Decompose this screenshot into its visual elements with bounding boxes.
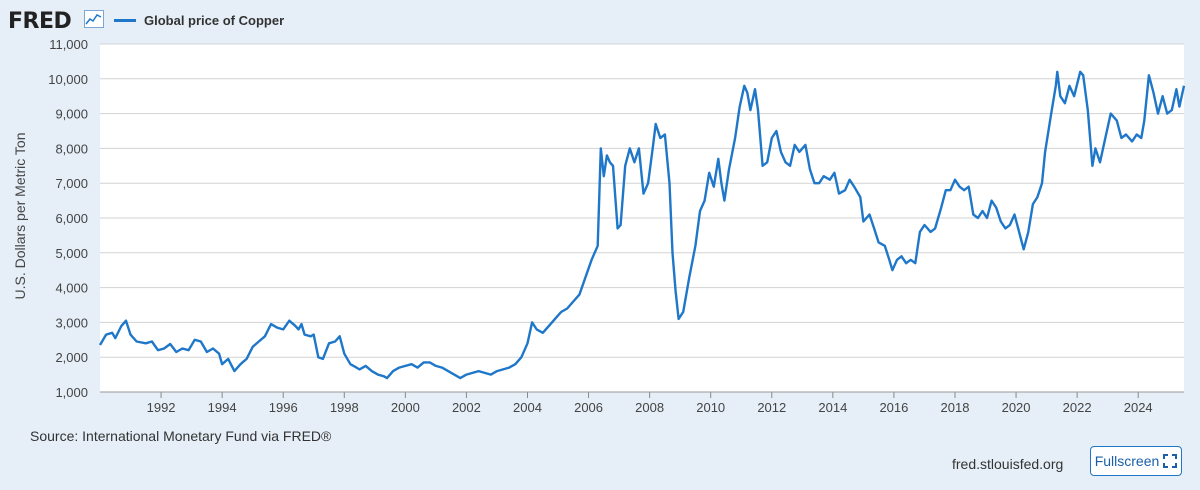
legend-swatch [114,19,136,22]
site-link[interactable]: fred.stlouisfed.org [952,456,1064,472]
chart-canvas: 1,000 2,000 3,000 4,000 5,000 6,000 7,000 8,000… [48,37,1186,415]
x-tick-label: 2004 [513,400,542,415]
y-tick-label: 1,000 [55,385,88,400]
y-axis-label: U.S. Dollars per Metric Ton [12,132,28,300]
trend-graph-icon [84,10,104,28]
y-tick-label: 6,000 [55,211,88,226]
y-tick-label: 8,000 [55,141,88,156]
x-tick-label: 1994 [208,400,237,415]
y-tick-label: 2,000 [55,350,88,365]
x-tick-label: 2014 [818,400,847,415]
x-tick-label: 2018 [941,400,970,415]
x-tick-label: 2010 [696,400,725,415]
y-axis-ticks: 1,000 2,000 3,000 4,000 5,000 6,000 7,000 8,000… [48,37,88,400]
series-line-copper[interactable] [98,70,1186,380]
x-tick-label: 2006 [574,400,603,415]
y-tick-label: 4,000 [55,281,88,296]
fullscreen-label: Fullscreen [1094,453,1160,469]
source-note: Source: International Monetary Fund via … [30,428,332,444]
x-tick-label: 2008 [635,400,664,415]
x-tick-label: 2012 [757,400,786,415]
x-axis-ticks: 1992 1994 1996 1998 2000 2002 2004 2006 2008 2010… [100,391,1184,415]
x-tick-label: 2000 [391,400,420,415]
y-tick-label: 11,000 [49,37,88,52]
x-tick-label: 2020 [1002,400,1031,415]
y-tick-label: 9,000 [55,107,88,122]
fred-logo[interactable]: FRED [8,9,72,34]
x-tick-label: 1996 [269,400,298,415]
legend: Global price of Copper [114,13,284,28]
x-tick-label: 1998 [330,400,359,415]
y-tick-label: 3,000 [55,315,88,330]
y-tick-label: 7,000 [55,176,88,191]
series-group [98,70,1186,380]
x-tick-label: 2024 [1124,400,1153,415]
x-tick-label: 1992 [147,400,176,415]
y-tick-label: 10,000 [48,72,88,87]
y-tick-label: 5,000 [55,246,88,261]
fullscreen-button[interactable]: Fullscreen [1090,446,1182,476]
expand-icon [1163,454,1178,468]
legend-label: Global price of Copper [144,13,285,28]
x-tick-label: 2016 [879,400,908,415]
x-tick-label: 2002 [452,400,481,415]
x-tick-label: 2022 [1063,400,1092,415]
